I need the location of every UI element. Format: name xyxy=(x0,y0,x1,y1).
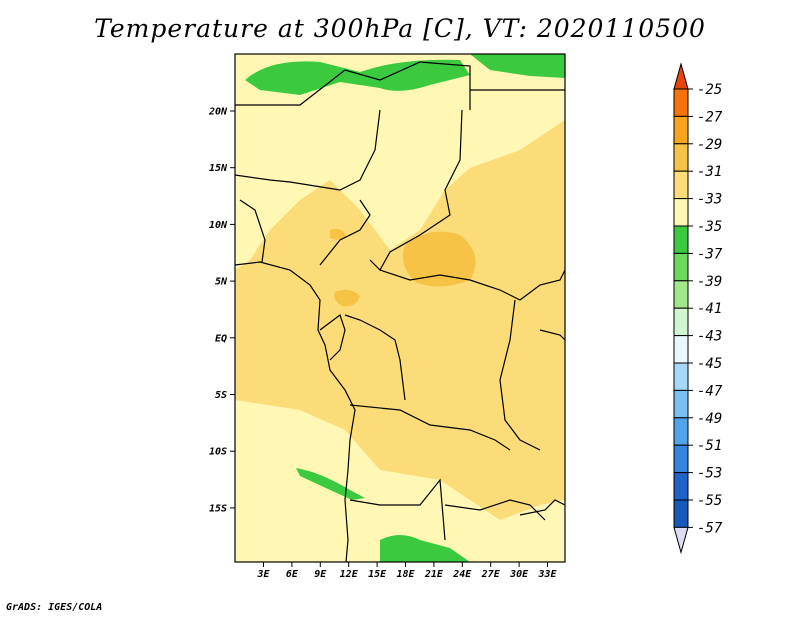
field-warm-center xyxy=(402,231,476,287)
border-drc-south xyxy=(349,404,511,451)
grads-credit: GrADS: IGES/COLA xyxy=(6,602,103,613)
colorbar-bottom-triangle xyxy=(673,526,689,555)
lon-tick-label: 15E xyxy=(368,569,387,580)
colorbar-swatch xyxy=(673,389,689,419)
colorbar-top-triangle xyxy=(673,62,689,90)
colorbar: -25 -27 -29 -31 -33 -35 -37 -39 -41 -43 -45 -47 -49 -… xyxy=(673,62,723,555)
border-angola xyxy=(349,478,446,541)
colorbar-label: -49 xyxy=(697,411,722,427)
colorbar-swatch xyxy=(673,225,689,254)
colorbar-label: -41 xyxy=(697,301,722,317)
border-nigeria xyxy=(239,199,266,263)
lat-tick-label: 20N xyxy=(208,107,228,118)
field-green-south xyxy=(380,535,470,562)
field-green-south-band xyxy=(296,468,365,500)
colorbar-label: -55 xyxy=(697,493,722,509)
longitude-axis: 3E 6E 9E 12E 15E 18E 21E 24E 27E 30E 33E xyxy=(256,562,558,580)
field-green-north xyxy=(245,59,470,95)
lat-tick-label: 10S xyxy=(209,447,227,458)
colorbar-label: -37 xyxy=(697,246,723,262)
lat-tick-label: 15N xyxy=(209,163,228,174)
colorbar-swatch xyxy=(673,170,689,200)
colorbar-label: -47 xyxy=(697,383,723,399)
border-car xyxy=(379,269,521,301)
colorbar-label: -25 xyxy=(697,82,722,98)
colorbar-label: -45 xyxy=(697,356,722,372)
colorbar-label: -29 xyxy=(697,137,722,153)
colorbar-label: -35 xyxy=(697,219,722,235)
border-southeast xyxy=(539,329,565,341)
border-ethiopia xyxy=(519,269,565,301)
colorbar-swatch xyxy=(673,198,689,227)
map-frame xyxy=(234,53,566,563)
lon-tick-label: 18E xyxy=(396,569,415,580)
border-cameroon xyxy=(319,199,371,266)
lon-tick-label: 12E xyxy=(340,569,359,580)
colorbar-swatch xyxy=(673,280,689,309)
country-borders xyxy=(235,61,565,562)
colorbar-label: -53 xyxy=(697,466,722,482)
colorbar-swatch xyxy=(673,444,689,474)
border-mozambique xyxy=(519,499,565,516)
colorbar-swatch xyxy=(673,472,689,501)
field-warm-small-1 xyxy=(334,289,360,307)
lat-tick-label: 5S xyxy=(215,390,227,401)
field-light-north xyxy=(235,54,565,270)
colorbar-swatch xyxy=(673,115,689,145)
colorbar-label: -33 xyxy=(697,192,722,208)
colorbar-swatch xyxy=(673,88,689,117)
border-zambia xyxy=(444,499,546,521)
latitude-axis: 20N 15N 10N 5N EQ 5S 10S 15S xyxy=(208,107,235,514)
colorbar-swatch xyxy=(673,417,689,446)
colorbar-label: -31 xyxy=(697,164,722,180)
lat-tick-label: 15S xyxy=(209,503,227,514)
lon-tick-label: 9E xyxy=(314,569,327,580)
lat-tick-label: 5N xyxy=(215,277,228,288)
border-sahel xyxy=(235,109,381,191)
lon-tick-label: 6E xyxy=(286,569,299,580)
lon-tick-label: 21E xyxy=(424,569,444,580)
lon-tick-label: 30E xyxy=(509,569,529,580)
colorbar-label: -43 xyxy=(697,329,722,345)
border-nile xyxy=(369,109,463,271)
colorbar-swatch xyxy=(673,362,689,391)
border-congo-west xyxy=(344,314,406,401)
colorbar-swatch xyxy=(673,307,689,337)
lon-tick-label: 27E xyxy=(481,569,501,580)
colorbar-swatch xyxy=(673,499,689,528)
lon-tick-label: 3E xyxy=(256,569,270,580)
colorbar-label: -57 xyxy=(697,520,723,536)
field-warm-small-2 xyxy=(330,228,346,240)
map-title: Temperature at 300hPa [C], VT: 202011050… xyxy=(94,14,706,43)
colorbar-swatch xyxy=(673,143,689,172)
colorbar-label: -51 xyxy=(697,438,722,454)
lat-tick-label: EQ xyxy=(215,333,227,344)
colorbar-swatch xyxy=(673,335,689,364)
colorbar-label: -27 xyxy=(697,109,723,125)
border-gabon xyxy=(319,314,346,361)
colorbar-swatch xyxy=(673,252,689,282)
temperature-field xyxy=(235,54,565,562)
border-north xyxy=(235,61,471,110)
lon-tick-label: 24E xyxy=(452,569,472,580)
colorbar-label: -39 xyxy=(697,274,722,290)
coastline-west xyxy=(235,261,356,562)
field-green-northeast xyxy=(470,54,565,78)
lon-tick-label: 33E xyxy=(537,569,557,580)
lat-tick-label: 10N xyxy=(209,220,228,231)
border-great-lakes xyxy=(499,299,541,451)
